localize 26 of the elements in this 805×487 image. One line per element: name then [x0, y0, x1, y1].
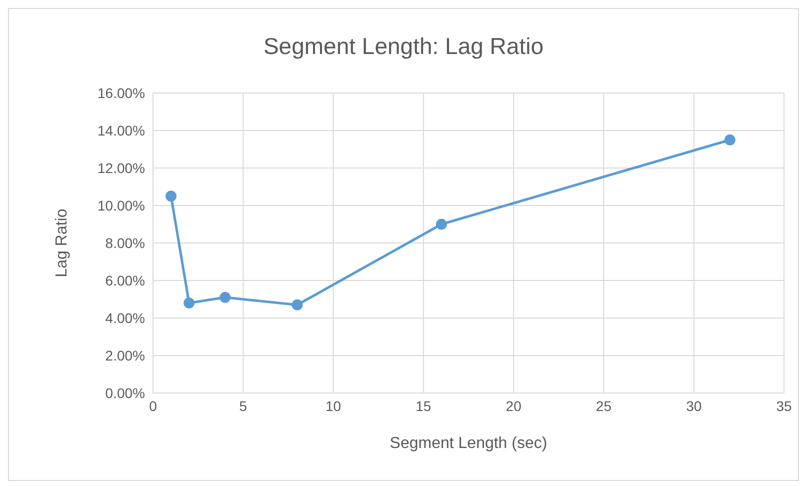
y-tick-label: 6.00%: [105, 272, 145, 288]
y-tick-label: 10.00%: [98, 197, 145, 214]
x-tick-label: 35: [776, 398, 792, 414]
point: [292, 299, 303, 310]
x-tick-label: 20: [506, 398, 522, 414]
point: [436, 218, 447, 230]
y-axis-title: Lag Ratio: [54, 208, 71, 278]
y-tick-label: 2.00%: [105, 347, 145, 364]
y-tick-label: 8.00%: [105, 234, 145, 251]
y-tick-label: 14.00%: [98, 122, 145, 138]
point: [184, 298, 195, 308]
x-tick-label: 10: [325, 398, 342, 414]
y-tick-label: 12.00%: [98, 160, 145, 176]
point: [166, 190, 177, 202]
x-tick-label: 5: [239, 398, 248, 414]
point: [220, 292, 231, 303]
y-tick-label: 0.00%: [105, 384, 145, 401]
point: [724, 134, 736, 146]
y-tick-label: 4.00%: [105, 310, 145, 326]
x-tick-label: 15: [416, 398, 432, 414]
chart-title: Segment Length: Lag Ratio: [262, 33, 545, 60]
x-tick-label: 25: [596, 398, 612, 414]
y-tick-label: 16.00%: [98, 84, 145, 101]
x-tick-label: 30: [686, 398, 702, 414]
x-axis-title: Segment Length (sec): [390, 435, 548, 452]
x-tick-label: 0: [149, 398, 158, 414]
